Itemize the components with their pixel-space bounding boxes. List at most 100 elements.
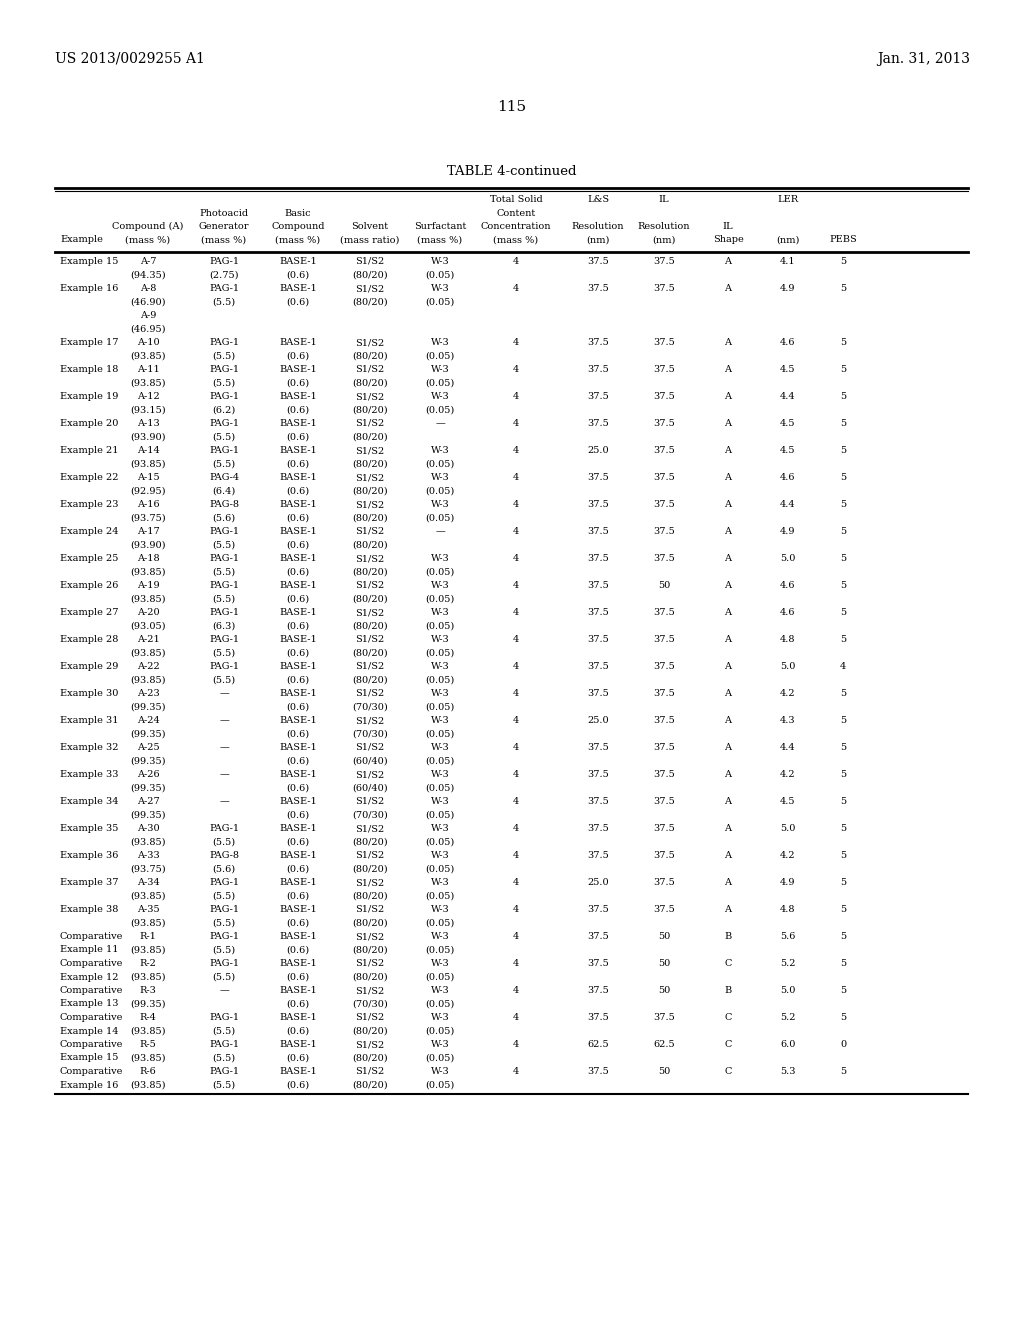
Text: (0.6): (0.6) <box>287 540 309 549</box>
Text: (80/20): (80/20) <box>352 297 388 306</box>
Text: BASE-1: BASE-1 <box>280 824 316 833</box>
Text: 4: 4 <box>513 418 519 428</box>
Text: PAG-1: PAG-1 <box>209 635 239 644</box>
Text: (0.05): (0.05) <box>425 810 455 820</box>
Text: (93.85): (93.85) <box>130 1053 166 1063</box>
Text: (0.6): (0.6) <box>287 865 309 874</box>
Text: Example 28: Example 28 <box>60 635 119 644</box>
Text: (93.75): (93.75) <box>130 865 166 874</box>
Text: L&S: L&S <box>587 195 609 205</box>
Text: Shape: Shape <box>713 235 743 244</box>
Text: 37.5: 37.5 <box>587 554 609 564</box>
Text: 37.5: 37.5 <box>587 932 609 941</box>
Text: BASE-1: BASE-1 <box>280 663 316 671</box>
Text: S1/S2: S1/S2 <box>355 878 385 887</box>
Text: 37.5: 37.5 <box>587 960 609 968</box>
Text: (99.35): (99.35) <box>130 810 166 820</box>
Text: 4.9: 4.9 <box>780 878 796 887</box>
Text: 4.6: 4.6 <box>780 338 796 347</box>
Text: 4.9: 4.9 <box>780 284 796 293</box>
Text: 5: 5 <box>840 878 846 887</box>
Text: (nm): (nm) <box>587 235 609 244</box>
Text: 37.5: 37.5 <box>587 473 609 482</box>
Text: 4: 4 <box>513 932 519 941</box>
Text: W-3: W-3 <box>431 284 450 293</box>
Text: (0.6): (0.6) <box>287 487 309 495</box>
Text: 4: 4 <box>513 284 519 293</box>
Text: W-3: W-3 <box>431 851 450 861</box>
Text: (0.05): (0.05) <box>425 297 455 306</box>
Text: 5: 5 <box>840 851 846 861</box>
Text: 37.5: 37.5 <box>587 689 609 698</box>
Text: (0.05): (0.05) <box>425 1027 455 1035</box>
Text: BASE-1: BASE-1 <box>280 257 316 267</box>
Text: (0.05): (0.05) <box>425 702 455 711</box>
Text: (0.05): (0.05) <box>425 837 455 846</box>
Text: 5: 5 <box>840 932 846 941</box>
Text: BASE-1: BASE-1 <box>280 635 316 644</box>
Text: 0: 0 <box>840 1040 846 1049</box>
Text: (2.75): (2.75) <box>209 271 239 280</box>
Text: (0.05): (0.05) <box>425 730 455 738</box>
Text: BASE-1: BASE-1 <box>280 527 316 536</box>
Text: PAG-1: PAG-1 <box>209 1040 239 1049</box>
Text: 4: 4 <box>513 581 519 590</box>
Text: A: A <box>725 581 731 590</box>
Text: 5: 5 <box>840 797 846 807</box>
Text: (80/20): (80/20) <box>352 622 388 631</box>
Text: 4.2: 4.2 <box>780 689 796 698</box>
Text: 50: 50 <box>657 986 670 995</box>
Text: 37.5: 37.5 <box>653 689 675 698</box>
Text: BASE-1: BASE-1 <box>280 609 316 616</box>
Text: S1/S2: S1/S2 <box>355 581 385 590</box>
Text: BASE-1: BASE-1 <box>280 932 316 941</box>
Text: Example 24: Example 24 <box>60 527 119 536</box>
Text: Resolution: Resolution <box>638 222 690 231</box>
Text: 37.5: 37.5 <box>587 284 609 293</box>
Text: —: — <box>435 527 444 536</box>
Text: PEBS: PEBS <box>829 235 857 244</box>
Text: —: — <box>219 986 229 995</box>
Text: Example 22: Example 22 <box>60 473 119 482</box>
Text: PAG-1: PAG-1 <box>209 609 239 616</box>
Text: (93.85): (93.85) <box>130 379 166 388</box>
Text: 4: 4 <box>513 743 519 752</box>
Text: A-20: A-20 <box>136 609 160 616</box>
Text: (5.5): (5.5) <box>212 540 236 549</box>
Text: 5: 5 <box>840 284 846 293</box>
Text: (93.90): (93.90) <box>130 540 166 549</box>
Text: (nm): (nm) <box>776 235 800 244</box>
Text: (5.6): (5.6) <box>212 513 236 523</box>
Text: A-26: A-26 <box>136 770 160 779</box>
Text: A: A <box>725 527 731 536</box>
Text: S1/S2: S1/S2 <box>355 609 385 616</box>
Text: 37.5: 37.5 <box>653 663 675 671</box>
Text: PAG-4: PAG-4 <box>209 473 239 482</box>
Text: (46.95): (46.95) <box>130 325 166 334</box>
Text: (80/20): (80/20) <box>352 1027 388 1035</box>
Text: W-3: W-3 <box>431 1040 450 1049</box>
Text: 5.0: 5.0 <box>780 663 796 671</box>
Text: (5.5): (5.5) <box>212 891 236 900</box>
Text: 5.2: 5.2 <box>780 1012 796 1022</box>
Text: R-3: R-3 <box>139 986 157 995</box>
Text: S1/S2: S1/S2 <box>355 500 385 510</box>
Text: 4: 4 <box>513 1012 519 1022</box>
Text: 4.8: 4.8 <box>780 906 796 913</box>
Text: Example 25: Example 25 <box>60 554 119 564</box>
Text: 4.4: 4.4 <box>780 743 796 752</box>
Text: 4.2: 4.2 <box>780 770 796 779</box>
Text: 37.5: 37.5 <box>653 743 675 752</box>
Text: (0.6): (0.6) <box>287 433 309 441</box>
Text: (0.6): (0.6) <box>287 459 309 469</box>
Text: 4: 4 <box>513 797 519 807</box>
Text: 4: 4 <box>513 663 519 671</box>
Text: 5: 5 <box>840 473 846 482</box>
Text: (5.5): (5.5) <box>212 568 236 577</box>
Text: (0.05): (0.05) <box>425 999 455 1008</box>
Text: (60/40): (60/40) <box>352 784 388 792</box>
Text: Basic: Basic <box>285 209 311 218</box>
Text: S1/S2: S1/S2 <box>355 1012 385 1022</box>
Text: (6.2): (6.2) <box>212 405 236 414</box>
Text: (70/30): (70/30) <box>352 999 388 1008</box>
